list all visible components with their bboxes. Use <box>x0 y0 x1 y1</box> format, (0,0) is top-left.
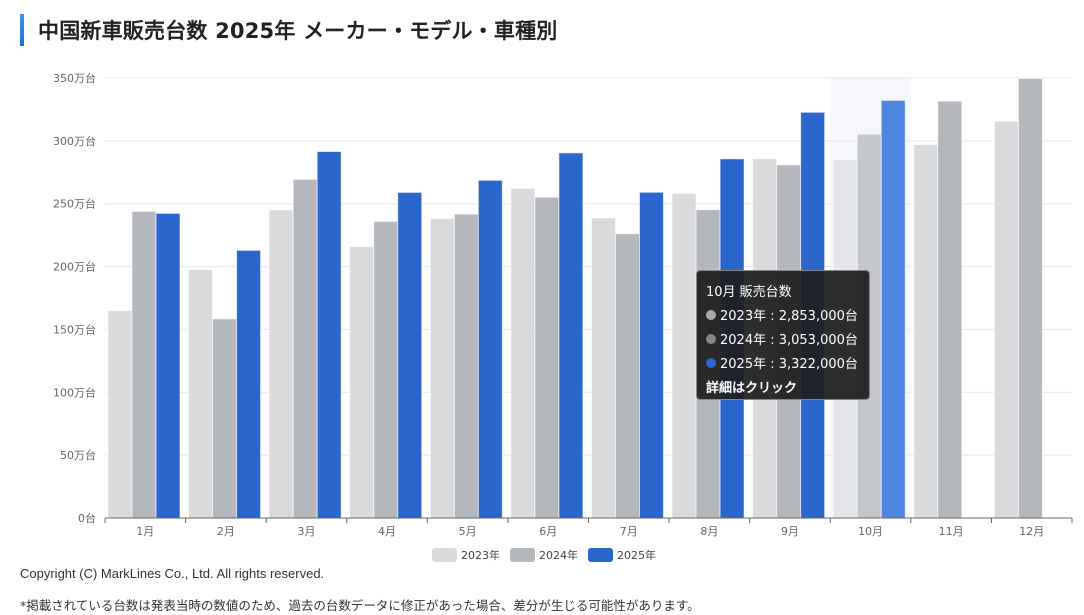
legend-label-2025: 2025年 <box>617 549 656 562</box>
bar-2025年-2月[interactable] <box>236 249 262 519</box>
x-tick-label: 7月 <box>620 525 638 538</box>
bar-2024年-2月[interactable] <box>212 318 238 519</box>
y-tick-label: 100万台 <box>53 385 96 399</box>
x-tick-label: 5月 <box>459 525 477 538</box>
y-tick-label: 300万台 <box>53 134 96 148</box>
bar-2025年-3月[interactable] <box>316 151 342 519</box>
bar-2023年-7月[interactable] <box>591 217 616 519</box>
legend-swatch-2025 <box>588 548 613 562</box>
bar-2024年-7月[interactable] <box>615 233 640 519</box>
tooltip-row-2023: 2023年 : 2,853,000台 <box>706 305 860 324</box>
bar-2025年-7月[interactable] <box>639 191 664 519</box>
sales-bar-chart: 0台 50万台 100万台 150万台 200万台 250万台 300万台 350万台 1月 2月… <box>53 71 1073 538</box>
y-tick-label: 350万台 <box>53 71 96 85</box>
data-revision-note: *掲載されている台数は発表当時の数値のため、過去の台数データに修正があった場合、… <box>20 598 700 613</box>
bar-2025年-6月[interactable] <box>558 152 584 519</box>
x-tick-label: 3月 <box>297 525 315 538</box>
y-tick-label: 200万台 <box>53 260 96 274</box>
bar-2023年-4月[interactable] <box>349 246 375 519</box>
bar-2024年-5月[interactable] <box>453 213 479 519</box>
tooltip-details-link[interactable]: 詳細はクリック <box>706 381 798 396</box>
x-tick-label: 10月 <box>858 525 883 538</box>
y-tick-label: 250万台 <box>53 197 96 211</box>
tooltip-value-2024: 2024年 : 3,053,000台 <box>720 333 858 348</box>
tooltip-row-2024: 2024年 : 3,053,000台 <box>706 329 860 348</box>
x-tick-label: 11月 <box>939 525 964 538</box>
bar-2024年-6月[interactable] <box>534 196 560 519</box>
y-tick-label: 0台 <box>78 511 96 525</box>
bar-2023年-12月[interactable] <box>993 120 1019 519</box>
x-tick-label: 2月 <box>217 525 235 538</box>
bar-2023年-6月[interactable] <box>510 187 536 519</box>
series-dot-icon <box>706 309 716 320</box>
copyright-text: Copyright (C) MarkLines Co., Ltd. All ri… <box>20 566 325 581</box>
x-tick-label: 12月 <box>1019 525 1044 538</box>
bar-2024年-1月[interactable] <box>131 210 157 519</box>
bar-2024年-4月[interactable] <box>373 220 399 519</box>
legend-swatch-2024 <box>510 548 535 562</box>
chart-tooltip[interactable]: 10月 販売台数 2023年 : 2,853,000台 2024年 : 3,05… <box>696 270 870 400</box>
legend-swatch-2023 <box>432 548 457 562</box>
page-title: 中国新車販売台数 2025年 メーカー・モデル・車種別 <box>38 19 558 43</box>
x-tick-label: 4月 <box>378 525 396 538</box>
bar-2023年-5月[interactable] <box>429 218 455 519</box>
title-accent-bar <box>20 14 24 46</box>
bar-2024年-3月[interactable] <box>292 178 318 519</box>
y-tick-label: 50万台 <box>60 448 96 462</box>
bar-2023年-8月[interactable] <box>671 192 697 519</box>
bar-2023年-2月[interactable] <box>188 269 214 519</box>
bar-2023年-1月[interactable] <box>107 310 133 519</box>
series-dot-icon <box>706 357 716 368</box>
x-tick-label: 9月 <box>781 525 799 538</box>
legend-item-2024[interactable]: 2024年 <box>510 547 578 563</box>
x-tick-label: 8月 <box>700 525 718 538</box>
tooltip-row-2025: 2025年 : 3,322,000台 <box>706 353 860 372</box>
tooltip-title: 10月 販売台数 <box>706 285 792 300</box>
y-tick-label: 150万台 <box>53 322 96 336</box>
tooltip-value-2023: 2023年 : 2,853,000台 <box>720 309 858 324</box>
bar-2023年-3月[interactable] <box>268 209 294 519</box>
page-header: 中国新車販売台数 2025年 メーカー・モデル・車種別 <box>20 14 557 46</box>
bar-2024年-11月[interactable] <box>937 100 963 519</box>
bar-2025年-5月[interactable] <box>477 179 503 519</box>
chart-legend: 2023年 2024年 2025年 <box>432 547 666 563</box>
legend-label-2024: 2024年 <box>539 549 578 562</box>
bar-2025年-4月[interactable] <box>397 191 423 519</box>
bar-2023年-11月[interactable] <box>913 144 939 519</box>
series-dot-icon <box>706 333 716 344</box>
legend-label-2023: 2023年 <box>461 549 500 562</box>
legend-item-2025[interactable]: 2025年 <box>588 547 656 563</box>
x-tick-label: 1月 <box>136 525 154 538</box>
bar-2025年-10月[interactable] <box>880 99 906 519</box>
x-tick-label: 6月 <box>539 525 557 538</box>
tooltip-value-2025: 2025年 : 3,322,000台 <box>720 357 858 372</box>
legend-item-2023[interactable]: 2023年 <box>432 547 500 563</box>
bar-2024年-12月[interactable] <box>1017 78 1043 519</box>
bar-2025年-1月[interactable] <box>155 212 181 519</box>
